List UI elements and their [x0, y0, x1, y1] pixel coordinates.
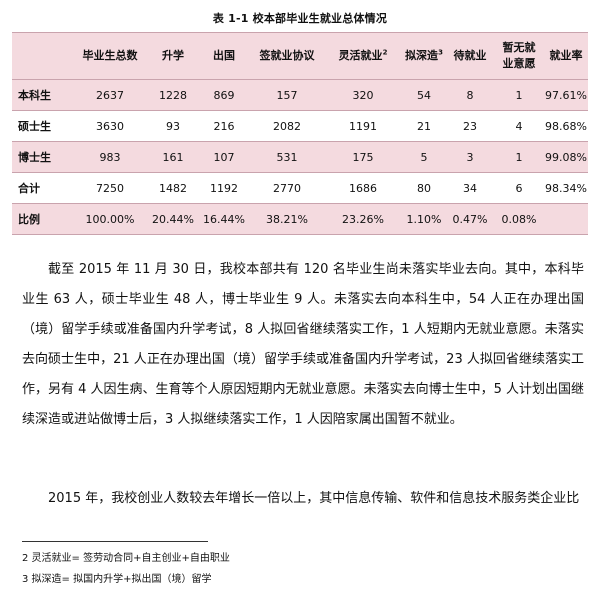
table-cell: 531 [276, 150, 298, 164]
header-cell: 升学 [162, 49, 184, 62]
table-cell: 1.10% [406, 212, 442, 226]
table-cell: 98.68% [545, 119, 587, 133]
table-cell: 20.44% [152, 212, 194, 226]
footnote: 3 拟深造= 拟国内升学+拟出国（境）留学 [22, 574, 212, 585]
header-cell: 暂无就 业意愿 [502, 41, 536, 70]
header-cell: 灵活就业2 [338, 48, 388, 62]
table-cell: 1192 [210, 181, 238, 195]
table-cell: 3 [466, 150, 474, 164]
header-cell: 毕业生总数 [82, 49, 138, 62]
table-cell: 16.44% [203, 212, 245, 226]
table-cell: 216 [213, 119, 235, 133]
footnote-marker: 2 [382, 48, 388, 57]
table-cell: 98.34% [545, 181, 587, 195]
body-paragraph: 截至 2015 年 11 月 30 日，我校本部共有 120 名毕业生尚未落实毕… [22, 262, 584, 427]
table-cell: 869 [213, 88, 235, 102]
table-cell: 2770 [273, 181, 301, 195]
table-cell: 107 [213, 150, 235, 164]
table-cell: 8 [466, 88, 474, 102]
table-cell: 161 [162, 150, 184, 164]
table-cell: 99.08% [545, 150, 587, 164]
footnote-marker: 3 [438, 48, 443, 57]
employment-table: 毕业生总数 升学 出国 签就业协议 灵活就业2 拟深造3 待就业 暂无就 业意愿 … [12, 32, 588, 235]
table-cell [544, 204, 588, 235]
table-cell: 175 [352, 150, 374, 164]
row-label: 博士生 [18, 151, 51, 164]
table-cell: 0.08% [501, 212, 537, 226]
footnote-divider [22, 541, 208, 542]
table-cell: 983 [99, 150, 121, 164]
footnote: 2 灵活就业= 签劳动合同+自主创业+自由职业 [22, 553, 230, 564]
table-row: 博士生 983 161 107 531 175 5 3 1 99.08% [12, 141, 588, 173]
row-label: 合计 [18, 182, 40, 195]
row-label: 本科生 [18, 89, 51, 102]
table-cell: 6 [515, 181, 523, 195]
table-cell: 80 [417, 181, 431, 195]
table-cell: 1686 [349, 181, 377, 195]
table-cell: 97.61% [545, 88, 587, 102]
table-cell: 3630 [96, 119, 124, 133]
row-label: 比例 [18, 213, 40, 226]
table-cell: 21 [417, 119, 431, 133]
table-cell: 157 [276, 88, 298, 102]
table-cell: 2637 [96, 88, 124, 102]
header-cell: 出国 [213, 49, 235, 62]
table-cell: 100.00% [85, 212, 135, 226]
table-cell: 93 [166, 119, 180, 133]
table-cell: 320 [352, 88, 374, 102]
table-row: 硕士生 3630 93 216 2082 1191 21 23 4 98.68% [12, 111, 588, 142]
header-cell: 就业率 [549, 49, 583, 62]
header-cell [12, 33, 72, 80]
table-cell: 23 [463, 119, 477, 133]
table-header-row: 毕业生总数 升学 出国 签就业协议 灵活就业2 拟深造3 待就业 暂无就 业意愿 … [12, 32, 588, 80]
table-cell: 1 [515, 150, 523, 164]
header-cell: 拟深造3 [405, 48, 443, 62]
table-caption: 表 1-1 校本部毕业生就业总体情况 [212, 12, 388, 25]
table-cell: 0.47% [452, 212, 488, 226]
table-cell: 38.21% [266, 212, 308, 226]
header-cell: 签就业协议 [259, 49, 315, 62]
table-cell: 1228 [159, 88, 187, 102]
table-row: 合计 7250 1482 1192 2770 1686 80 34 6 98.34% [12, 173, 588, 204]
table-cell: 7250 [96, 181, 124, 195]
table-cell: 23.26% [342, 212, 384, 226]
table-row: 比例 100.00% 20.44% 16.44% 38.21% 23.26% 1.10% 0.… [12, 203, 588, 235]
table-cell: 2082 [273, 119, 301, 133]
table-cell: 1482 [159, 181, 187, 195]
table-cell: 1 [515, 88, 523, 102]
row-label: 硕士生 [18, 120, 51, 133]
table-cell: 1191 [349, 119, 377, 133]
table-cell: 34 [463, 181, 477, 195]
header-cell: 待就业 [453, 49, 487, 62]
body-paragraph: 2015 年，我校创业人数较去年增长一倍以上，其中信息传输、软件和信息技术服务类… [48, 491, 580, 506]
table-row: 本科生 2637 1228 869 157 320 54 8 1 97.61% [12, 79, 588, 111]
table-cell: 54 [417, 88, 431, 102]
table-cell: 4 [515, 119, 523, 133]
table-cell: 5 [420, 150, 428, 164]
